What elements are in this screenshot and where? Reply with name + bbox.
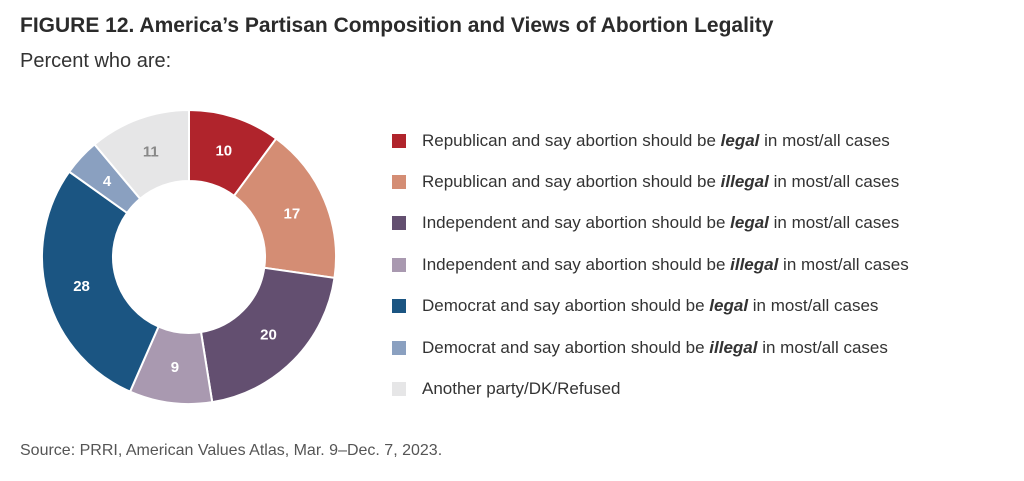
slice-value-label: 4 bbox=[103, 173, 112, 190]
slice-value-label: 28 bbox=[73, 278, 90, 295]
legend-label: Democrat and say abortion should be lega… bbox=[422, 296, 879, 316]
legend-swatch bbox=[392, 340, 406, 355]
source-note: Source: PRRI, American Values Atlas, Mar… bbox=[20, 442, 443, 459]
legend-label: Republican and say abortion should be il… bbox=[422, 172, 900, 192]
donut-slice-3 bbox=[199, 266, 336, 404]
legend-label: Republican and say abortion should be le… bbox=[422, 130, 890, 150]
legend-item: Democrat and say abortion should be ille… bbox=[392, 327, 1012, 368]
legend-swatch bbox=[392, 216, 406, 231]
slice-value-label: 17 bbox=[283, 205, 300, 222]
legend-item: Democrat and say abortion should be lega… bbox=[392, 286, 1012, 327]
legend-item: Republican and say abortion should be il… bbox=[392, 161, 1012, 202]
legend-label: Independent and say abortion should be l… bbox=[422, 213, 900, 233]
legend-item: Another party/DK/Refused bbox=[392, 368, 1012, 409]
legend-swatch bbox=[392, 257, 406, 272]
chart-legend: Republican and say abortion should be le… bbox=[392, 120, 1012, 410]
donut-slice-7 bbox=[93, 108, 190, 201]
chart-title: FIGURE 12. America’s Partisan Compositio… bbox=[20, 14, 774, 37]
legend-label: Another party/DK/Refused bbox=[422, 379, 621, 399]
legend-swatch bbox=[392, 299, 406, 314]
legend-item: Republican and say abortion should be le… bbox=[392, 120, 1012, 161]
legend-label: Independent and say abortion should be i… bbox=[422, 254, 909, 274]
slice-value-label: 9 bbox=[171, 359, 179, 376]
legend-item: Independent and say abortion should be i… bbox=[392, 244, 1012, 285]
legend-swatch bbox=[392, 382, 406, 397]
legend-label: Democrat and say abortion should be ille… bbox=[422, 337, 888, 357]
legend-item: Independent and say abortion should be l… bbox=[392, 203, 1012, 244]
slice-value-label: 11 bbox=[143, 144, 159, 161]
donut-chart: 10 17 20 9 28 4 11 bbox=[41, 108, 337, 405]
slice-value-label: 20 bbox=[260, 327, 277, 344]
slice-value-label: 10 bbox=[215, 143, 232, 160]
donut-slice-5 bbox=[41, 170, 160, 393]
legend-swatch bbox=[392, 175, 406, 190]
legend-swatch bbox=[392, 133, 406, 148]
chart-subtitle: Percent who are: bbox=[20, 50, 172, 72]
